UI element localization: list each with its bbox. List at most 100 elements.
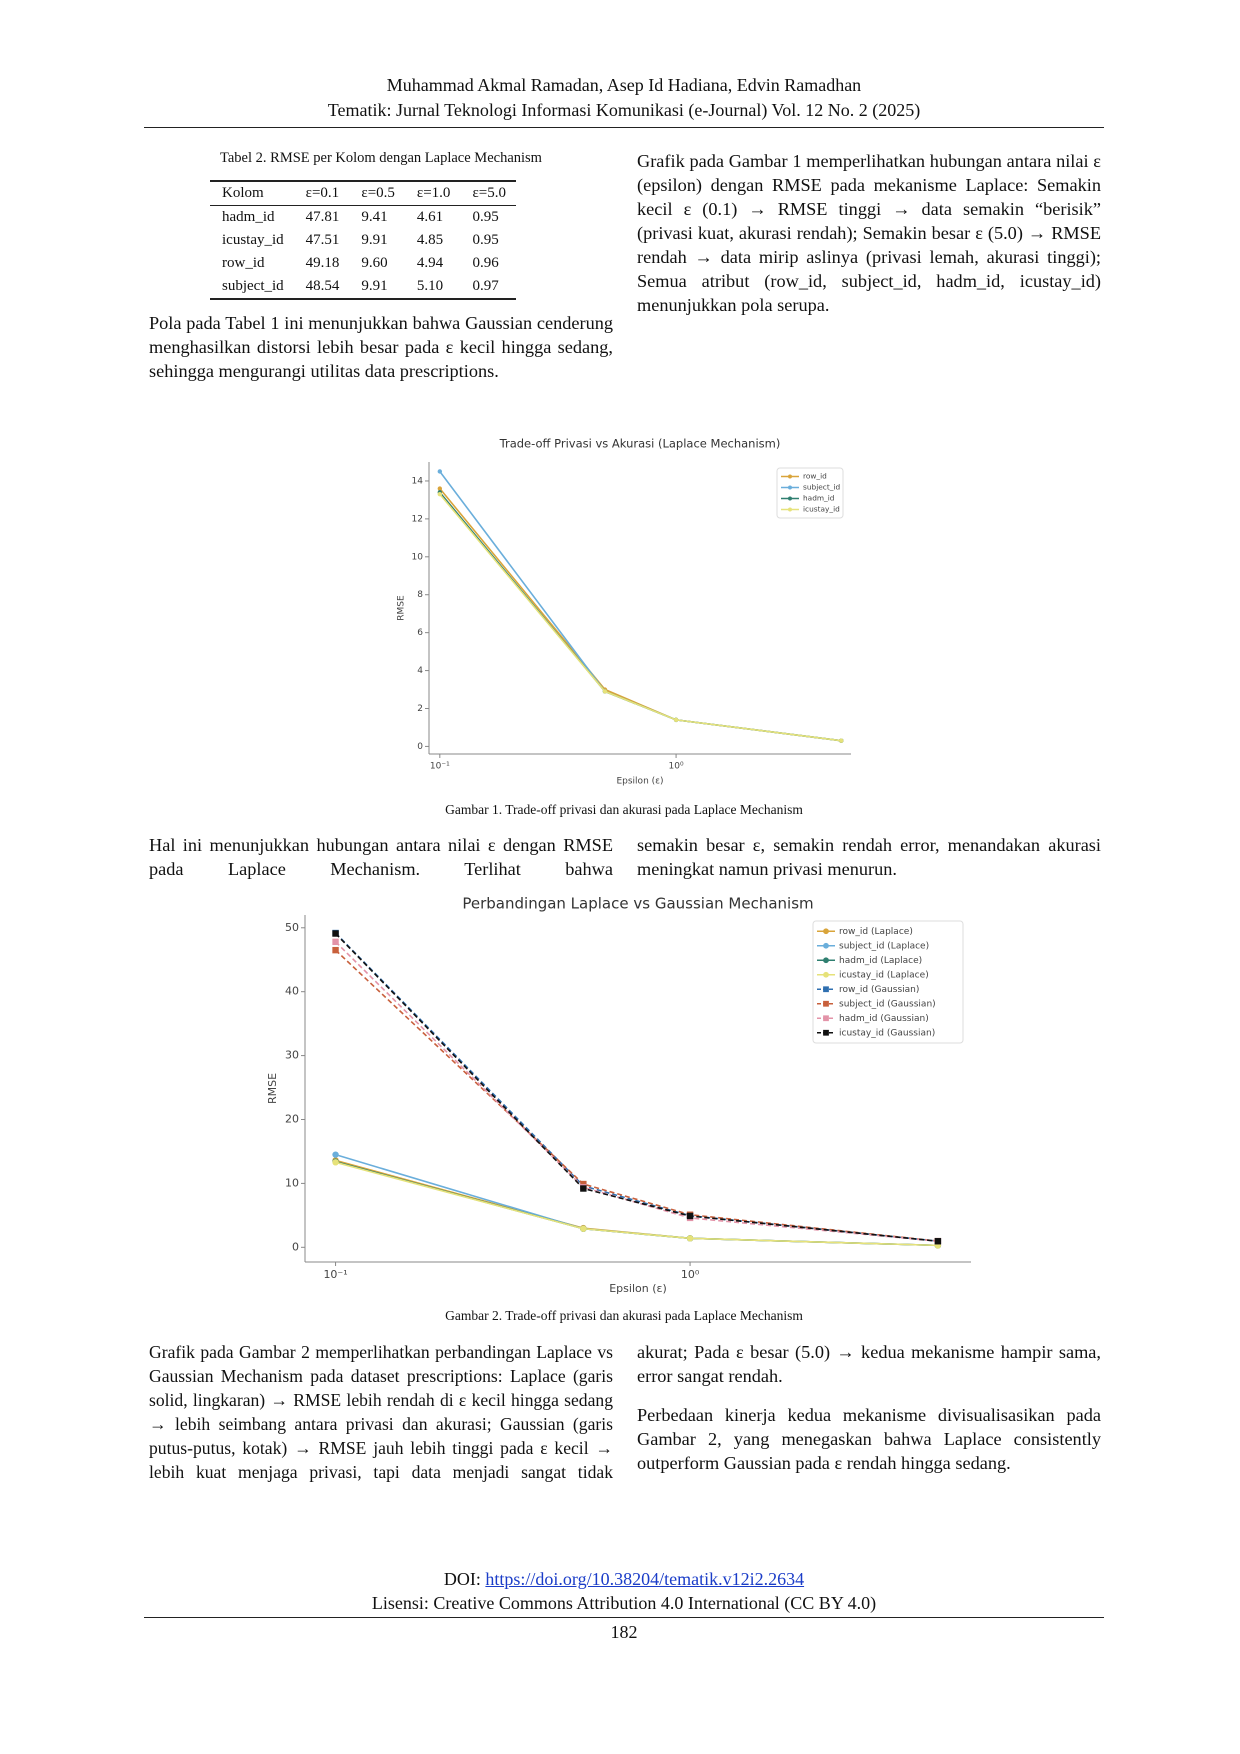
legend-marker [823,942,829,949]
table-cell: 5.10 [404,275,461,300]
header-journal: Tematik: Jurnal Teknologi Informasi Komu… [327,100,921,120]
y-tick-label: 14 [412,476,424,486]
legend-label: row_id (Laplace) [839,927,913,937]
legend-marker [823,928,829,935]
table-cell: 0.97 [460,275,516,300]
doi-line: DOI: https://doi.org/10.38204/tematik.v1… [144,1569,1104,1590]
legend-label: subject_id [803,483,840,492]
paragraph: akurat; Pada ε besar (5.0) → kedua mekan… [637,1342,1101,1386]
column-header: ε=5.0 [460,180,516,206]
table-cell: 47.81 [305,209,340,225]
paragraph: Grafik pada Gambar 1 memperlihatkan hubu… [637,151,1101,315]
x-tick-label: 10⁻¹ [323,1268,347,1281]
marker [934,1238,942,1245]
table-cell: 0.95 [472,209,499,225]
paragraph: semakin besar ε, semakin rendah error, m… [637,835,1101,879]
x-axis-label: Epsilon (ε) [609,1282,667,1295]
y-tick-label: 20 [285,1112,299,1125]
table-cell: 47.51 [305,232,340,248]
license: Lisensi: Creative Commons Attribution 4.… [371,1593,877,1613]
table: Kolom ε=0.1 ε=0.5 ε=1.0 ε=5.0 hadm_id 47.81 9.4… [210,180,516,300]
series-line [334,932,938,1243]
table-cell: 4.61 [416,209,444,225]
table-cell: icustay_id [222,232,284,248]
y-tick-label: 12 [412,514,423,524]
chart-title: Trade-off Privasi vs Akurasi (Laplace Me… [499,437,781,451]
y-tick-label: 40 [285,985,299,998]
chart-title: Perbandingan Laplace vs Gaussian Mechani… [462,895,813,913]
marker [437,486,443,491]
y-tick-label: 50 [285,921,299,934]
table-cell: 9.60 [361,255,388,271]
page-number: 182 [610,1622,638,1642]
y-tick-label: 0 [292,1240,299,1253]
legend-marker [823,1000,829,1007]
column-header: ε=1.0 [404,180,461,206]
legend-label: hadm_id [803,494,835,503]
table-cell: 48.54 [293,275,350,300]
table-row: hadm_id 47.81 9.41 4.61 0.95 [210,206,516,230]
doi-link[interactable]: https://doi.org/10.38204/tematik.v12i2.2… [485,1569,805,1589]
marker [686,1235,694,1242]
legend-label: subject_id (Laplace) [839,941,929,951]
legend-box [776,467,844,519]
table-cell: 9.91 [361,232,388,248]
figure-2-chart: Perbandingan Laplace vs Gaussian Mechani… [266,895,971,1295]
legend-box [812,920,964,1044]
table-cell: 49.18 [305,255,340,271]
caption: Gambar 2. Trade-off privasi dan akurasi … [445,1308,803,1323]
legend-marker [823,971,829,978]
legend-label: subject_id (Gaussian) [839,999,936,1009]
x-axis-label: Epsilon (ε) [616,777,663,787]
legend-marker [823,1015,829,1022]
marker [673,717,679,723]
paragraph: Hal ini menunjukkan hubungan antara nila… [149,835,613,879]
table-cell: 4.85 [416,232,444,248]
table-cell: 9.91 [349,275,405,300]
legend-marker [788,485,792,490]
doi-label: DOI: [443,1569,481,1589]
marker [332,938,339,946]
table-cell: 4.94 [416,255,444,271]
marker [686,1212,694,1220]
table-cell: 0.95 [472,232,499,248]
legend-label: hadm_id (Gaussian) [839,1014,929,1024]
series-line [334,932,938,1242]
y-tick-label: 30 [285,1049,299,1062]
marker [580,1225,587,1232]
series-line [439,488,842,742]
legend-marker [788,474,792,479]
legend-label: row_id (Gaussian) [839,985,919,995]
marker [437,469,443,474]
series-line [335,949,938,1242]
series-line [439,493,842,742]
series-line [439,491,842,742]
paragraph: Pola pada Tabel 1 ini menunjukkan bahwa … [149,313,613,381]
column-header: ε=0.1 [293,180,350,206]
marker [332,1151,339,1158]
y-tick-label: 6 [417,628,423,638]
table-header-row: Kolom ε=0.1 ε=0.5 ε=1.0 ε=5.0 [210,180,516,206]
legend-marker [823,1029,829,1036]
table-cell: 9.41 [361,209,388,225]
marker [602,689,608,694]
paragraph: Perbedaan kinerja kedua mekanisme divisu… [637,1405,1101,1473]
table-caption: Tabel 2. RMSE per Kolom dengan Laplace M… [220,150,542,166]
header-rule [144,127,1104,128]
table-row: row_id 49.18 9.60 4.94 0.96 [210,252,516,275]
caption: Gambar 1. Trade-off privasi dan akurasi … [445,802,803,817]
table-row: subject_id 48.54 9.91 5.10 0.97 [210,275,516,300]
legend-label: icustay_id (Gaussian) [839,1028,935,1038]
marker [332,930,339,937]
y-tick-label: 8 [417,590,423,600]
marker [839,738,844,743]
x-tick-label: 10⁻¹ [430,762,450,772]
footer-rule [144,1617,1104,1618]
figure-1-chart: Trade-off Privasi vs Akurasi (Laplace Me… [397,437,851,787]
legend-label: icustay_id (Laplace) [839,970,929,980]
marker [580,1185,587,1192]
series-line [335,1161,938,1247]
y-tick-label: 0 [417,742,423,752]
y-tick-label: 4 [417,666,423,676]
paragraph: Grafik pada Gambar 2 memperlihatkan perb… [149,1342,613,1482]
